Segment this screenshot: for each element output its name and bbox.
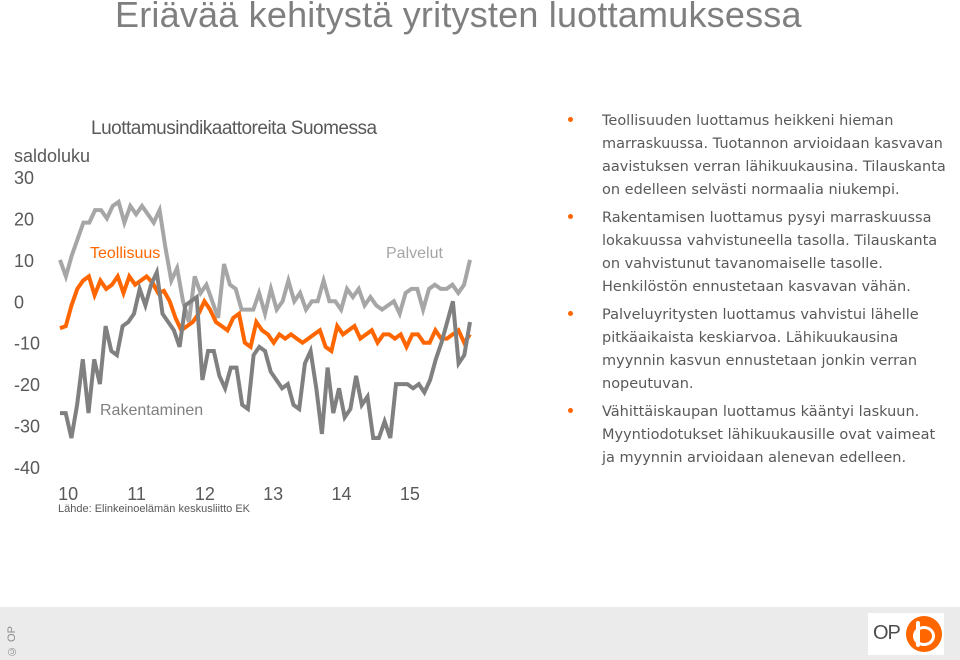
logo-text: OP — [873, 622, 901, 644]
y-tick-label: 20 — [14, 209, 34, 229]
series-line-rakentaminen — [60, 265, 472, 440]
y-axis-unit-label: saldoluku — [14, 146, 91, 166]
footer-bar — [0, 607, 960, 660]
chart-title: Luottamusindikaattoreita Suomessa — [91, 118, 377, 139]
y-tick-label: 30 — [14, 168, 34, 188]
x-tick-label: 15 — [400, 484, 420, 504]
y-tick-label: 0 — [14, 292, 24, 312]
x-tick-label: 13 — [263, 484, 283, 504]
op-symbol-icon — [906, 616, 942, 652]
y-tick-label: -30 — [14, 417, 40, 437]
bullet-list: Teollisuuden luottamus heikkeni hieman m… — [568, 110, 948, 475]
x-tick-label: 10 — [58, 484, 78, 504]
y-tick-label: -10 — [14, 334, 40, 354]
bullet-item: Rakentamisen luottamus pysyi marraskuuss… — [568, 207, 948, 299]
series-line-palvelut — [58, 198, 472, 323]
x-tick-label: 11 — [127, 484, 146, 504]
y-tick-label: -20 — [14, 375, 40, 395]
y-tick-label: 10 — [14, 251, 34, 271]
series-label-palvelut: Palvelut — [386, 245, 443, 262]
series-line-teollisuus — [59, 272, 472, 355]
series-label-teollisuus: Teollisuus — [90, 245, 160, 262]
x-tick-label: 12 — [195, 484, 215, 504]
op-logo: OP — [868, 613, 944, 655]
slide-title: Eriävää kehitystä yritysten luottamukses… — [115, 0, 802, 35]
bullet-item: Palveluyritysten luottamus vahvistui läh… — [568, 304, 948, 396]
copyright-notice: © OP — [6, 626, 18, 657]
source-note: Lähde: Elinkeinoelämän keskusliitto EK — [58, 503, 251, 515]
bullet-item: Teollisuuden luottamus heikkeni hieman m… — [568, 110, 948, 202]
bullet-item: Vähittäiskaupan luottamus kääntyi laskuu… — [568, 401, 948, 470]
x-tick-label: 14 — [332, 484, 352, 504]
line-chart: 30 20 10 0 -10 -20 -30 -40 10 11 12 13 14 15 Teollisuu… — [14, 168, 472, 504]
series-label-rakentaminen: Rakentaminen — [100, 402, 203, 419]
y-tick-label: -40 — [14, 458, 40, 478]
